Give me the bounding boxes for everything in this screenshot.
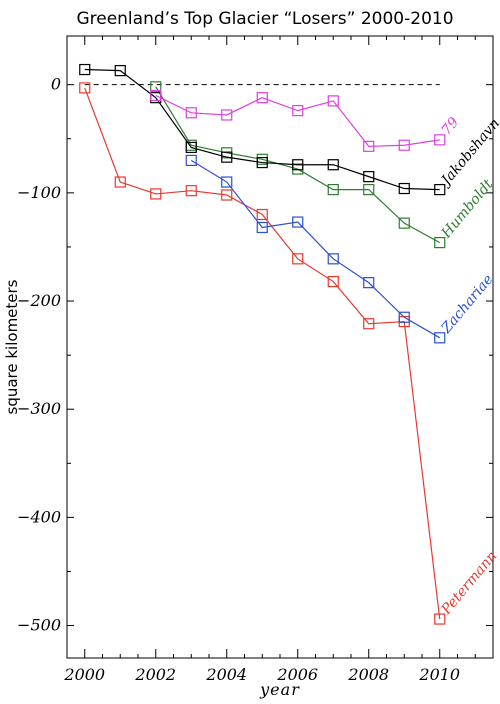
series-line-petermann — [84, 87, 441, 620]
x-tick-label: 2010 — [418, 665, 460, 684]
data-point-humboldt — [398, 217, 410, 229]
data-point-jakobshavn — [256, 156, 268, 169]
data-point-petermann — [434, 613, 446, 625]
data-point-petermann — [79, 82, 91, 94]
data-point-jakobshavn — [114, 65, 126, 77]
data-point-79 — [363, 140, 375, 152]
data-point-79 — [292, 105, 304, 117]
data-point-jakobshavn — [327, 159, 339, 171]
x-tick-label: 2002 — [134, 665, 176, 684]
series-label-petermann: Petermann — [438, 548, 500, 618]
series-label-zachariae: Zachariae — [438, 272, 497, 338]
data-point-79 — [256, 92, 268, 104]
data-point-petermann — [185, 185, 197, 197]
y-tick-label: −300 — [17, 399, 61, 418]
data-point-humboldt — [363, 184, 375, 196]
y-axis-ticks: 0 −100 −200 −300 −400 −500 — [17, 75, 493, 635]
data-point-humboldt — [150, 81, 162, 93]
data-point-zachariae — [363, 277, 375, 289]
plot-frame — [66, 35, 494, 659]
series-line-79 — [155, 94, 440, 147]
data-point-petermann — [221, 189, 233, 201]
y-tick-label: −200 — [17, 291, 61, 310]
data-point-79 — [185, 107, 197, 119]
data-point-petermann — [150, 188, 162, 200]
data-point-zachariae — [434, 332, 446, 344]
x-tick-label: 2006 — [276, 665, 318, 684]
series-79: 79 — [150, 89, 462, 152]
data-point-jakobshavn — [292, 159, 304, 171]
data-point-jakobshavn — [185, 141, 197, 154]
data-point-79 — [221, 109, 233, 121]
data-point-79 — [434, 134, 446, 146]
series-line-zachariae — [190, 159, 441, 339]
chart-title: Greenland’s Top Glacier “Losers” 2000-20… — [76, 9, 453, 29]
data-point-petermann — [327, 275, 339, 288]
y-tick-label: −500 — [17, 616, 61, 635]
data-point-humboldt — [327, 184, 339, 196]
data-point-jakobshavn — [434, 184, 446, 196]
data-point-petermann — [292, 253, 304, 265]
data-point-zachariae — [185, 154, 197, 166]
x-tick-label: 2000 — [63, 665, 105, 684]
y-tick-label: −100 — [17, 183, 61, 202]
x-tick-label: 2008 — [347, 665, 389, 684]
x-axis-ticks: 2000 2002 2004 2006 2008 2010 — [63, 36, 476, 684]
data-point-jakobshavn — [398, 182, 410, 195]
data-point-79 — [150, 89, 162, 102]
data-point-jakobshavn — [363, 171, 375, 183]
data-point-jakobshavn — [79, 63, 91, 76]
data-point-zachariae — [398, 311, 410, 323]
data-point-petermann — [114, 176, 126, 188]
y-tick-label: 0 — [51, 75, 61, 94]
data-point-humboldt — [434, 237, 446, 249]
data-point-zachariae — [256, 221, 268, 234]
x-axis-label: year — [259, 680, 300, 699]
data-point-79 — [398, 139, 410, 151]
data-point-79 — [327, 95, 339, 107]
data-point-petermann — [363, 318, 375, 330]
series-label-humboldt: Humboldt — [438, 176, 497, 242]
x-tick-label: 2004 — [205, 665, 247, 684]
data-point-zachariae — [292, 216, 304, 228]
series-line-jakobshavn — [84, 68, 440, 191]
data-point-zachariae — [327, 253, 339, 265]
series-line-humboldt — [155, 86, 441, 244]
data-point-petermann — [256, 208, 268, 221]
data-point-zachariae — [221, 176, 233, 188]
y-axis-label: square kilometers — [3, 279, 21, 414]
data-point-jakobshavn — [221, 151, 233, 163]
y-tick-label: −400 — [17, 507, 61, 526]
series-jakobshavn: Jakobshavn — [79, 63, 500, 196]
